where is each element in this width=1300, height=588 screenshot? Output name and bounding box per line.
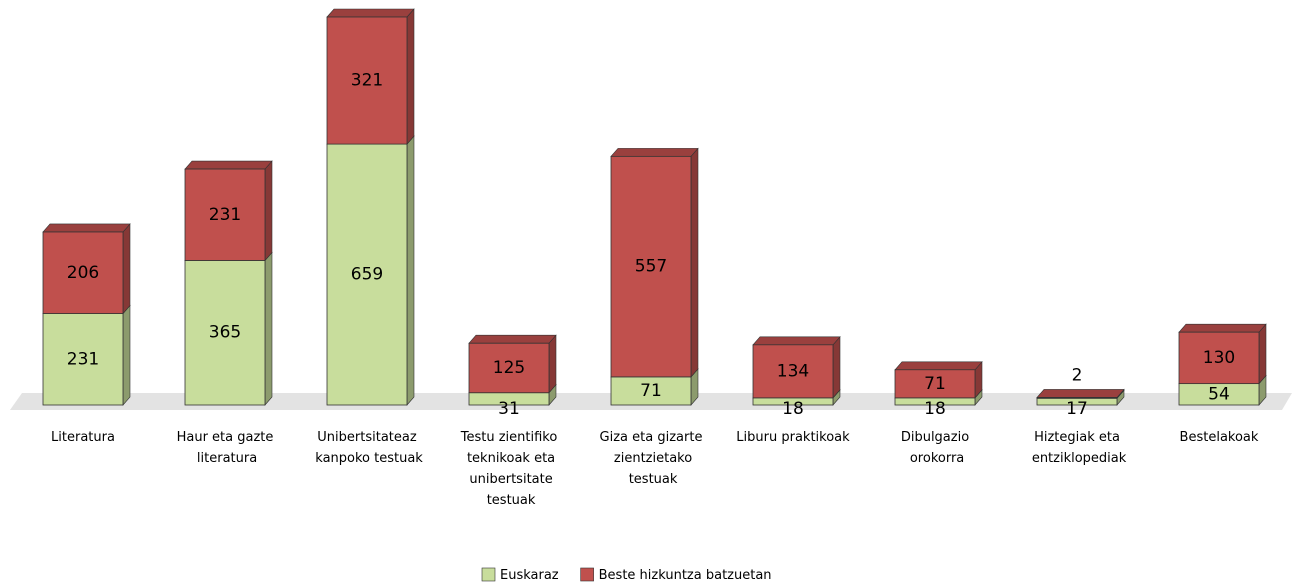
bar-top — [894, 361, 983, 371]
bar-segment — [894, 360, 983, 399]
value-label: 71 — [640, 381, 662, 401]
x-tick-label: Liburu praktikoak — [736, 430, 850, 445]
value-label: 18 — [924, 399, 946, 419]
bar-front — [184, 260, 266, 406]
bar-segment — [610, 147, 699, 378]
bar-front — [1178, 331, 1260, 385]
legend-swatch — [580, 567, 594, 582]
bar-top — [468, 334, 557, 344]
bar-top — [752, 336, 841, 346]
bar-front — [184, 168, 266, 261]
bar-top — [184, 160, 273, 170]
value-label: 130 — [1203, 348, 1235, 368]
bar-side — [406, 135, 415, 406]
value-label: 18 — [782, 399, 804, 419]
x-tick-label: Testu zientifiko teknikoak eta unibertsi… — [460, 430, 558, 508]
bar-front — [42, 231, 124, 314]
bar-front — [468, 342, 550, 394]
bar-top — [1036, 389, 1125, 398]
legend-label: Euskaraz — [500, 568, 559, 583]
bar-front — [42, 313, 124, 406]
value-label: 31 — [498, 399, 520, 419]
bar-top — [326, 8, 415, 18]
value-label: 71 — [924, 374, 946, 394]
x-tick-label: Giza eta gizarte zientzietako testuak — [600, 430, 703, 487]
bar-segment — [326, 135, 415, 406]
bar-front — [326, 143, 408, 406]
x-tick-label: Haur eta gazte literatura — [177, 430, 274, 466]
x-tick-label: Bestelakoak — [1180, 430, 1259, 445]
bar-side — [548, 334, 557, 394]
value-label: 659 — [351, 265, 383, 285]
bar-side — [406, 8, 415, 145]
value-label: 134 — [777, 361, 809, 381]
bar-front — [752, 344, 834, 399]
bar-segment — [1178, 323, 1267, 385]
bar-side — [264, 160, 273, 262]
value-label: 206 — [67, 263, 99, 283]
bar-top — [1178, 323, 1267, 333]
bar-top — [610, 148, 699, 157]
bar-front — [610, 155, 692, 378]
legend-swatch — [481, 567, 496, 582]
legend-label: Beste hizkuntza batzuetan — [599, 568, 772, 583]
value-label: 54 — [1208, 384, 1230, 404]
value-label: 125 — [493, 358, 525, 378]
value-label: 321 — [351, 71, 383, 91]
bar-segment — [42, 223, 131, 315]
bar-front — [1036, 397, 1118, 399]
bar-front — [326, 16, 408, 145]
bar-side — [1258, 323, 1267, 385]
bar-side — [122, 223, 131, 315]
bar-side — [122, 304, 131, 406]
x-tick-label: Hiztegiak eta entziklopediak — [1028, 430, 1127, 466]
bar-segment — [752, 336, 841, 399]
bar-segment — [326, 8, 415, 145]
bar-side — [690, 147, 699, 378]
bar-top — [42, 223, 131, 233]
bar-segment — [184, 160, 273, 262]
bar-side — [264, 251, 273, 406]
x-tick-label: Literatura — [51, 430, 115, 445]
value-label: 557 — [635, 257, 667, 277]
value-label: 365 — [209, 323, 241, 343]
value-label: 231 — [209, 205, 241, 225]
bar-segment — [468, 334, 557, 394]
x-tick-label: Unibertsitateaz kanpoko testuak — [311, 430, 423, 466]
value-label: 2 — [1072, 365, 1083, 385]
bar-side — [832, 336, 841, 399]
bar-front — [610, 376, 692, 406]
value-label: 17 — [1066, 399, 1088, 419]
bar-front — [894, 369, 976, 399]
bar-segment — [1036, 388, 1125, 400]
x-tick-label: Dibulgazio orokorra — [901, 430, 969, 466]
value-label: 231 — [67, 349, 99, 369]
